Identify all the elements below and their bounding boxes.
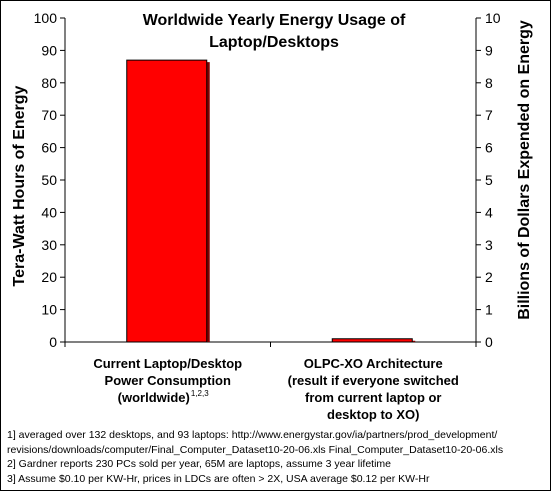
y-tick-label: 60 [41,140,57,156]
bar [126,59,208,343]
x-category-label: from current laptop or [305,390,442,405]
y-tick-label: 100 [34,10,58,26]
y2-tick-label: 6 [485,140,493,156]
y2-tick-label: 1 [485,302,493,318]
y2-tick-label: 4 [485,204,493,220]
x-category-label: (result if everyone switched [288,373,459,388]
y2-tick-label: 10 [485,10,501,26]
y-tick-label: 20 [41,269,57,285]
chart-title: Worldwide Yearly Energy Usage of [143,12,406,29]
y2-tick-label: 3 [485,237,493,253]
footnote-line: revisions/downloads/computer/Final_Compu… [7,443,504,456]
y-tick-label: 0 [49,334,57,350]
y2-tick-label: 9 [485,42,493,58]
x-category-label: OLPC-XO Architecture [304,356,443,371]
x-category-label: (worldwide) [118,390,190,405]
y-tick-label: 10 [41,302,57,318]
y-tick-label: 80 [41,75,57,91]
y-tick-label: 70 [41,107,57,123]
chart-title: Laptop/Desktops [209,34,339,51]
energy-bar-chart: 0 10 20 30 40 50 60 70 80 90 100 0 1 2 3 4 5 6 7 8 9 10 Worldw… [11,10,533,422]
y-tick-label: 50 [41,172,57,188]
footnotes: 1] averaged over 132 desktops, and 93 la… [7,428,547,486]
footnote-line: 2] Gardner reports 230 PCs sold per year… [7,458,392,470]
y2-tick-label: 7 [485,107,493,123]
y2-tick-label: 2 [485,269,493,285]
footnote-line: 1] averaged over 132 desktops, and 93 la… [7,429,498,441]
y-tick-label: 40 [41,204,57,220]
x-category-label: Power Consumption [105,373,231,388]
y2-tick-label: 5 [485,172,493,188]
bar [331,338,413,343]
y2-tick-label: 0 [485,334,493,350]
y-tick-label: 90 [41,42,57,58]
y-axis-label: Tera-Watt Hours of Energy [11,85,28,286]
y-tick-label: 30 [41,237,57,253]
footnote-line: 3] Assume $0.10 per KW-Hr, prices in LDC… [7,472,430,485]
x-category-label: Current Laptop/Desktop [93,356,242,371]
x-category-superscript: 1,2,3 [191,389,209,398]
y2-axis-label: Billions of Dollars Expended on Energy [516,20,533,320]
y2-tick-label: 8 [485,75,493,91]
x-category-label: desktop to XO) [327,407,419,422]
